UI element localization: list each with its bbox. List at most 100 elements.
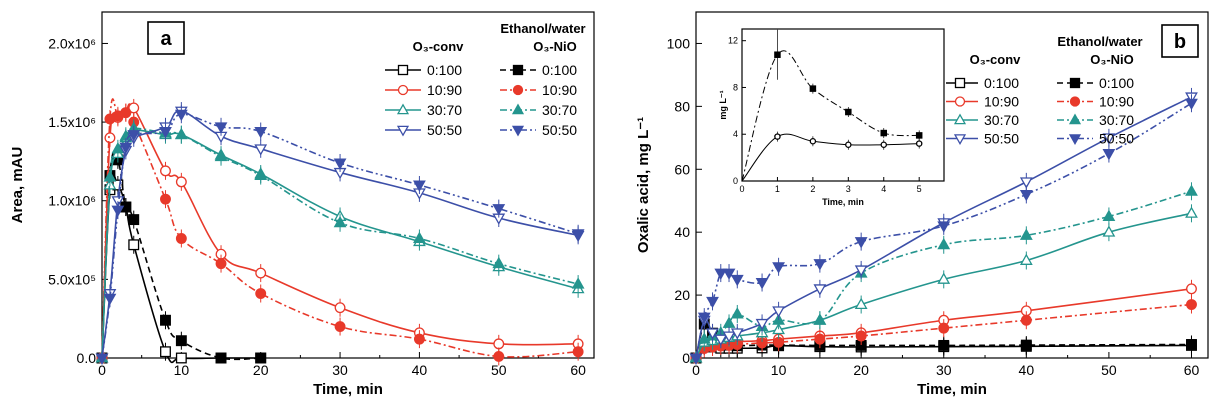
data-point	[514, 86, 523, 95]
legend-entry: 30:70	[500, 102, 577, 118]
data-point	[1071, 97, 1080, 106]
inset-y-axis-label: mg L⁻¹	[718, 90, 728, 119]
data-point	[955, 115, 965, 124]
x-tick-label: 40	[1019, 362, 1035, 378]
legend-label: 50:50	[984, 131, 1019, 147]
data-point	[1186, 208, 1197, 217]
data-point	[573, 347, 583, 357]
inset-y-tick-label: 0	[733, 176, 738, 186]
y-axis-label: Area, mAU	[9, 147, 26, 224]
data-point	[129, 240, 139, 250]
data-point	[1186, 186, 1197, 195]
legend-title: Ethanol/water	[1057, 34, 1142, 49]
data-point	[335, 303, 345, 313]
x-axis-label: Time, min	[917, 381, 987, 398]
legend-title: Ethanol/water	[500, 21, 585, 36]
legend-group-label: O₃-NiO	[1090, 52, 1134, 67]
data-point	[917, 133, 922, 138]
data-point	[513, 126, 523, 135]
legend-label: 0:100	[984, 75, 1019, 91]
legend-entry: 10:90	[1057, 94, 1134, 110]
x-tick-label: 60	[1184, 362, 1200, 378]
data-point	[1187, 300, 1197, 310]
legend-entry: 30:70	[1057, 112, 1134, 128]
legend-entry: 0:100	[500, 62, 577, 78]
data-point	[856, 331, 866, 341]
y-tick-label: 80	[674, 98, 690, 114]
legend-label: 30:70	[427, 102, 462, 118]
legend: Ethanol/water O₃-conv O₃-NiO 0:100 0:100 10:9…	[385, 21, 586, 138]
data-point	[955, 135, 965, 144]
legend-label: 10:90	[427, 82, 462, 98]
inset-y-tick-label: 4	[733, 129, 738, 139]
legend-entry: 30:70	[385, 102, 462, 118]
inset-x-axis-label: Time, min	[822, 197, 864, 207]
data-point	[774, 337, 784, 347]
data-point	[775, 52, 780, 57]
y-axis-label: Oxalic acid, mg L⁻¹	[635, 117, 652, 253]
data-point	[956, 97, 965, 106]
y-tick-label: 1.5x10⁶	[48, 114, 96, 130]
inset-x-tick-label: 1	[775, 184, 780, 194]
y-tick-label: 2.0x10⁶	[48, 35, 96, 51]
inset-y-tick-label: 12	[728, 36, 738, 46]
inset-background	[740, 27, 946, 183]
data-point	[917, 141, 922, 146]
legend-entry: 10:90	[500, 82, 577, 98]
legend-entry: 50:50	[500, 122, 577, 138]
data-point	[415, 334, 425, 344]
data-point	[815, 334, 825, 344]
data-point	[494, 339, 504, 349]
data-point	[881, 130, 886, 135]
data-point	[513, 105, 523, 114]
legend-entry: 0:100	[385, 62, 462, 78]
data-point	[161, 166, 171, 176]
y-tick-label: 0	[682, 350, 690, 366]
inset-x-tick-label: 3	[846, 184, 851, 194]
data-point	[1104, 150, 1115, 159]
data-point	[256, 353, 266, 363]
legend-entry: 50:50	[942, 131, 1019, 147]
data-point	[514, 66, 523, 75]
legend-label: 30:70	[1099, 112, 1134, 128]
y-tick-label: 40	[674, 224, 690, 240]
data-point	[938, 239, 949, 248]
inset-y-tick-label: 8	[733, 82, 738, 92]
data-point	[732, 276, 743, 285]
data-point	[1070, 135, 1080, 144]
data-point	[398, 126, 408, 135]
data-point	[256, 268, 266, 278]
data-point	[846, 142, 851, 147]
data-point	[1022, 340, 1032, 350]
data-point	[399, 86, 408, 95]
data-point	[707, 298, 718, 307]
data-point	[129, 215, 139, 225]
data-point	[810, 86, 815, 91]
legend-label: 0:100	[542, 62, 577, 78]
data-point	[494, 352, 504, 362]
legend: Ethanol/water O₃-conv O₃-NiO 0:100 0:100 10:9…	[942, 34, 1143, 147]
legend-label: 10:90	[542, 82, 577, 98]
inset-x-tick-label: 5	[917, 184, 922, 194]
x-tick-label: 20	[253, 362, 269, 378]
data-point	[1022, 315, 1032, 325]
data-point	[161, 315, 171, 325]
data-point	[256, 289, 266, 299]
legend-group-label: O₃-NiO	[533, 39, 577, 54]
data-point	[335, 322, 345, 332]
legend-entry: 0:100	[942, 75, 1019, 91]
data-point	[939, 323, 949, 333]
legend-label: 0:100	[1099, 75, 1134, 91]
plot-frame	[102, 12, 594, 358]
data-point	[956, 79, 965, 88]
y-tick-label: 1.0x10⁶	[48, 193, 96, 209]
legend-label: 50:50	[427, 122, 462, 138]
inset-chart: 0 1 2 3 4 504812Time, minmg L⁻¹	[718, 27, 946, 207]
data-point	[398, 105, 408, 114]
chart-panel-a: 0 10 20 30 40 50 600.05.0x10⁵1.0x10⁶1.5x10⁶2.0…	[9, 12, 594, 398]
x-tick-label: 30	[936, 362, 952, 378]
legend-label: 0:100	[427, 62, 462, 78]
data-point	[105, 294, 116, 303]
